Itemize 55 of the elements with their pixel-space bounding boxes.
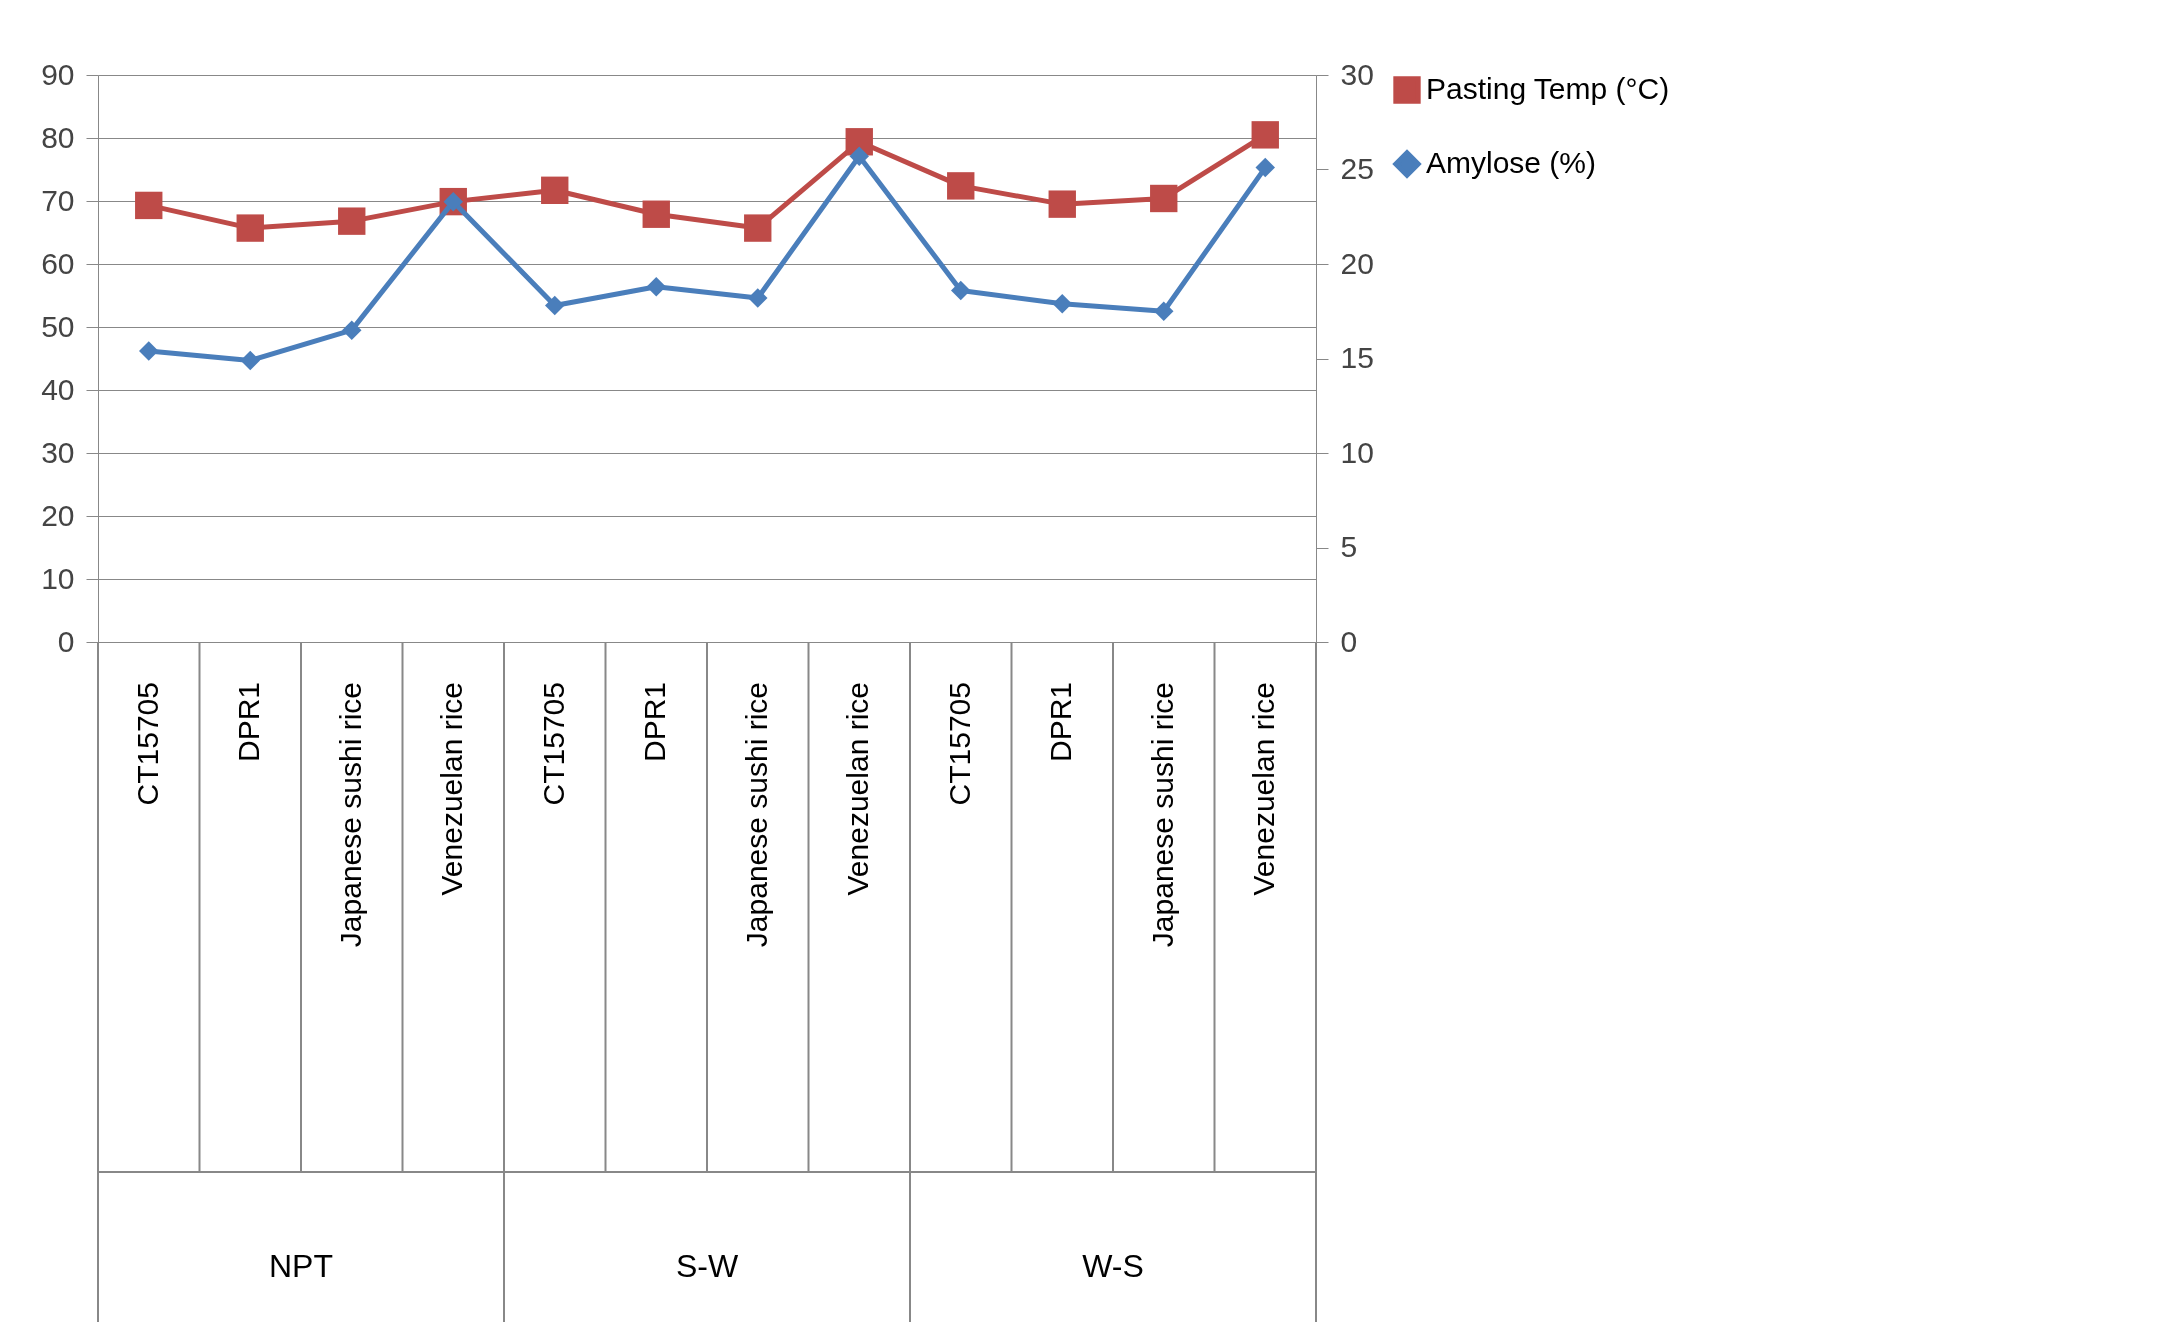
text: NPT xyxy=(269,1248,333,1284)
point xyxy=(947,172,975,200)
x-tick-label: CT15705 xyxy=(536,682,570,806)
y-tick-label: 80 xyxy=(41,120,75,154)
y-tick-label: 60 xyxy=(41,246,75,280)
y-tick-label: 40 xyxy=(41,372,75,406)
y-tick-label: 20 xyxy=(41,498,75,532)
y2-tick-label: 15 xyxy=(1340,341,1374,374)
point xyxy=(338,207,366,235)
legend-label: Pasting Temp (°C) xyxy=(1426,72,1670,105)
point xyxy=(236,214,264,242)
x-tick-label: Venezuelan rice xyxy=(435,682,469,896)
y2-tick-label: 20 xyxy=(1340,246,1374,280)
text: W-S xyxy=(1082,1248,1144,1284)
y-tick-label: 50 xyxy=(41,309,75,343)
y2-tick-label: 5 xyxy=(1340,530,1358,563)
x-tick-label: CT15705 xyxy=(130,682,164,806)
x-tick-label: Venezuelan rice xyxy=(841,682,875,896)
point xyxy=(1048,190,1076,218)
y-tick-label: 10 xyxy=(41,561,75,595)
point xyxy=(135,191,163,220)
point xyxy=(1251,121,1279,149)
point xyxy=(951,280,971,301)
x-tick-label: Japanese sushi rice xyxy=(1145,682,1179,948)
x-tick-label: Venezuelan rice xyxy=(1247,682,1281,896)
y2-tick-label: 30 xyxy=(1340,57,1374,91)
y-tick-label: 70 xyxy=(41,183,75,217)
point xyxy=(139,341,159,361)
y2-tick-label: 25 xyxy=(1340,152,1374,185)
y2-tick-label: 0 xyxy=(1340,624,1358,658)
y-tick-label: 0 xyxy=(57,624,75,658)
x-tick-label: DPR1 xyxy=(638,682,672,763)
text: S-W xyxy=(675,1248,739,1284)
point xyxy=(1150,184,1178,213)
point xyxy=(545,295,565,316)
point xyxy=(744,214,772,242)
point xyxy=(646,276,666,297)
y-tick-label: 30 xyxy=(41,435,75,469)
point xyxy=(849,146,869,167)
point xyxy=(1255,157,1275,178)
point xyxy=(642,200,670,228)
x-tick-label: CT15705 xyxy=(942,682,976,806)
y-tick-label: 90 xyxy=(41,57,75,91)
point xyxy=(1052,293,1072,314)
point xyxy=(541,176,569,204)
point xyxy=(1154,301,1174,321)
y2-tick-label: 10 xyxy=(1340,435,1374,469)
x-tick-label: DPR1 xyxy=(232,682,266,763)
point xyxy=(240,350,260,371)
x-tick-label: Japanese sushi rice xyxy=(739,682,773,948)
x-tick-label: DPR1 xyxy=(1044,682,1078,763)
x-tick-label: Japanese sushi rice xyxy=(333,682,367,948)
legend-label: Amylose (%) xyxy=(1426,146,1597,179)
point xyxy=(748,288,768,308)
point xyxy=(342,320,362,340)
